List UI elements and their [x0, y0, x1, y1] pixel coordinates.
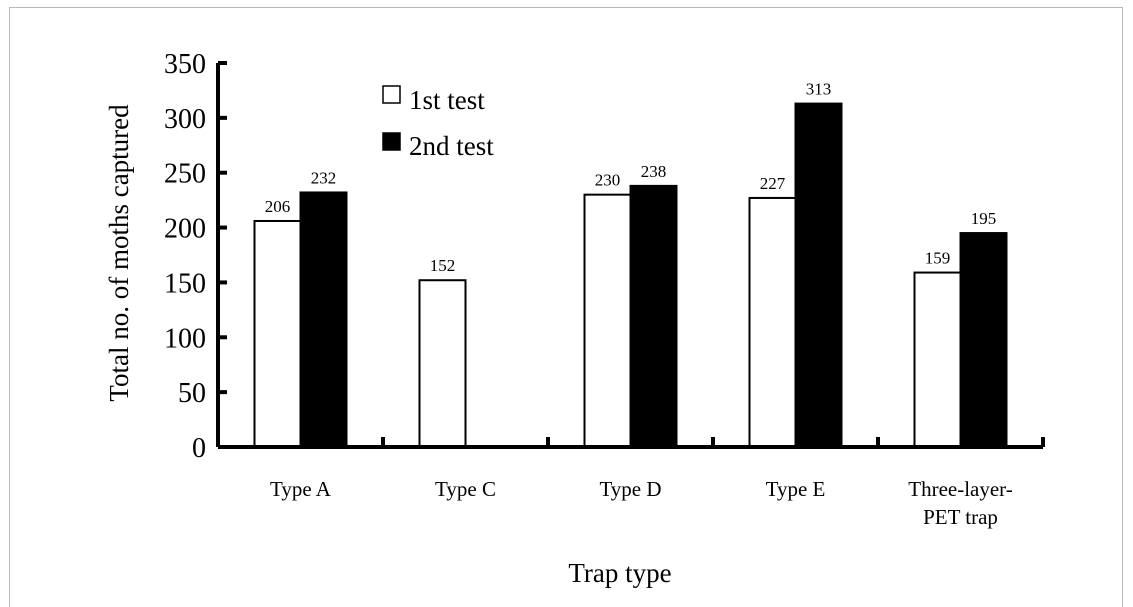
- bar-1st-test: [748, 196, 797, 448]
- data-label: 313: [806, 80, 832, 99]
- bar-1st-test: [253, 219, 302, 448]
- y-tick-label: 50: [178, 378, 206, 409]
- x-category-label: Type E: [766, 477, 826, 501]
- data-label: 227: [760, 174, 786, 193]
- x-category-label: Three-layer-: [908, 477, 1013, 501]
- legend-swatch-1st-test: [382, 85, 401, 104]
- y-axis-title: Total no. of moths captured: [104, 104, 134, 402]
- data-label: 230: [595, 171, 621, 190]
- y-tick-label: 100: [164, 323, 206, 354]
- x-axis-title: Trap type: [568, 558, 671, 588]
- bar-2nd-test: [794, 102, 843, 448]
- data-label: 159: [925, 249, 951, 268]
- bar-2nd-test: [629, 184, 678, 448]
- bar-1st-test: [913, 271, 962, 448]
- data-label: 206: [265, 197, 291, 216]
- figure-frame: [9, 7, 1123, 607]
- x-category-label: Type C: [435, 477, 496, 501]
- data-label: 232: [311, 168, 337, 187]
- data-label: 238: [641, 162, 667, 181]
- y-tick-label: 200: [164, 214, 206, 245]
- y-axis-ticks: 0 50 100 150 200 250 300 350: [164, 49, 227, 464]
- data-label: 195: [971, 209, 997, 228]
- x-category-label: Type D: [599, 477, 661, 501]
- y-tick-label: 250: [164, 159, 206, 190]
- y-tick-label: 150: [164, 268, 206, 299]
- x-axis-ticks: [381, 437, 1045, 447]
- category-labels: Type A Type C Type D Type E Three-layer- PET …: [270, 477, 1013, 529]
- bar-1st-test: [583, 193, 632, 448]
- y-tick-label: 0: [192, 433, 206, 464]
- legend: 1st test 2nd test: [382, 85, 494, 161]
- data-labels: 206 232 152 230 238 227 313 159 195: [265, 80, 997, 276]
- legend-swatch-2nd-test: [382, 132, 401, 151]
- legend-label-2nd-test: 2nd test: [409, 131, 494, 161]
- y-tick-label: 350: [164, 49, 206, 80]
- bar-2nd-test: [299, 191, 348, 448]
- x-category-label: Type A: [270, 477, 332, 501]
- y-tick-label: 300: [164, 104, 206, 135]
- legend-label-1st-test: 1st test: [409, 85, 485, 115]
- bar-2nd-test: [959, 232, 1008, 448]
- bar-1st-test: [418, 279, 467, 448]
- axes: [216, 63, 1043, 449]
- bars: [253, 102, 1008, 448]
- data-label: 152: [430, 256, 456, 275]
- x-category-label: PET trap: [923, 505, 998, 529]
